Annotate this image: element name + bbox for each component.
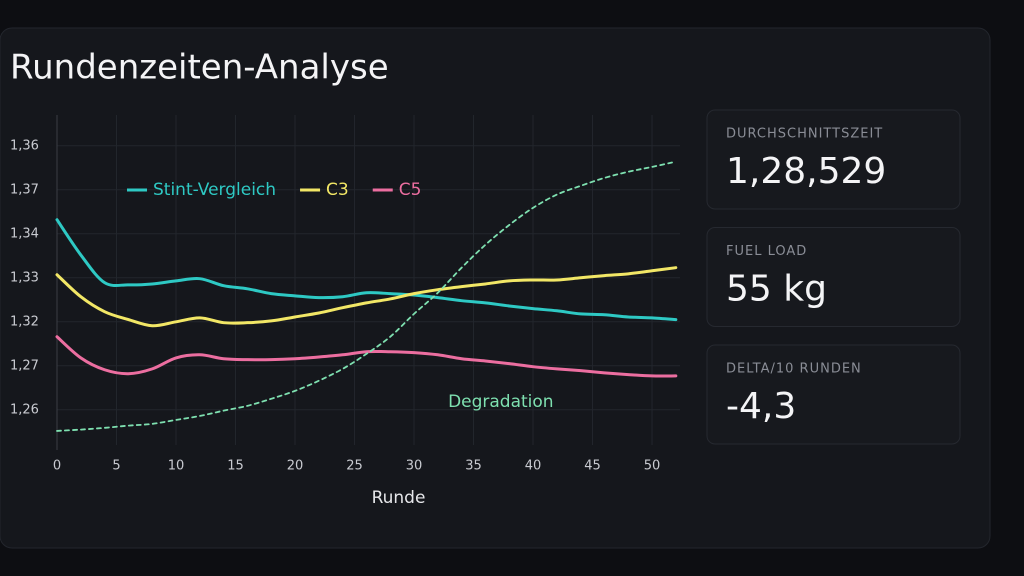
x-tick-label: 0 <box>53 459 61 474</box>
stat-label: FUEL LOAD <box>726 244 807 259</box>
x-tick-label: 15 <box>227 459 244 474</box>
x-tick-label: 40 <box>525 459 542 474</box>
stat-card <box>706 344 961 445</box>
x-tick-label: 25 <box>346 459 363 474</box>
y-tick-label: 1,34 <box>10 226 39 241</box>
y-tick-label: 1,32 <box>10 314 39 329</box>
y-tick-label: 1,37 <box>10 182 39 197</box>
x-tick-label: 45 <box>584 459 601 474</box>
stat-card <box>706 109 961 210</box>
x-tick-label: 20 <box>287 459 304 474</box>
legend-label: Stint-Vergleich <box>153 180 276 200</box>
x-tick-label: 35 <box>465 459 482 474</box>
series-line <box>55 218 678 322</box>
series-line <box>55 266 678 328</box>
y-tick-label: 1,36 <box>10 138 39 153</box>
stat-value: 55 kg <box>726 269 827 310</box>
legend-label: C5 <box>399 180 422 200</box>
title: Rundenzeiten-Analyse <box>10 48 389 88</box>
series-line <box>56 160 677 432</box>
y-tick-label: 1,33 <box>10 270 39 285</box>
legend-label: C3 <box>326 180 349 200</box>
stat-card <box>706 227 961 327</box>
stat-label: DURCHSCHNITTSZEIT <box>726 127 883 142</box>
x-axis-label: Runde <box>372 488 426 508</box>
stat-value: -4,3 <box>726 386 796 427</box>
series-annotation: Degradation <box>448 392 554 412</box>
x-tick-label: 5 <box>112 459 120 474</box>
y-tick-label: 1,27 <box>10 358 39 373</box>
stat-label: DELTA/10 RUNDEN <box>726 362 862 377</box>
x-tick-label: 30 <box>406 459 423 474</box>
x-tick-label: 50 <box>644 459 661 474</box>
series-line <box>55 335 678 378</box>
x-tick-label: 10 <box>168 459 185 474</box>
stat-value: 1,28,529 <box>726 151 886 192</box>
y-tick-label: 1,26 <box>10 402 39 417</box>
